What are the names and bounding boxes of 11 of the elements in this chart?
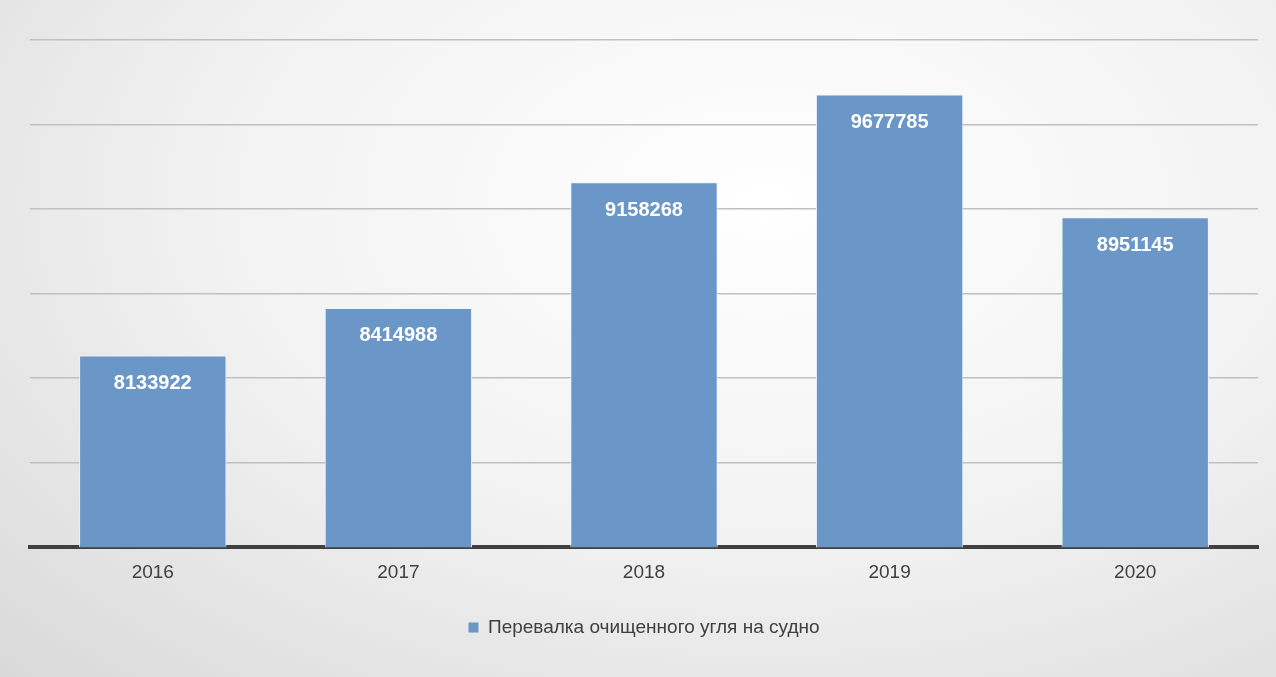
data-label: 8133922	[113, 371, 192, 394]
data-label: 9677785	[850, 109, 929, 132]
x-tick-label: 2017	[377, 560, 420, 582]
data-label: 9158268	[605, 197, 683, 220]
x-tick-label: 2016	[131, 560, 174, 582]
x-tick-label: 2019	[868, 560, 911, 582]
x-tick-label: 2020	[1114, 560, 1157, 582]
data-label: 8414988	[359, 323, 438, 346]
x-tick-label: 2018	[622, 560, 666, 582]
legend-label: Перевалка очищенного угля на судно	[487, 615, 820, 637]
data-label: 8951145	[1096, 232, 1174, 255]
